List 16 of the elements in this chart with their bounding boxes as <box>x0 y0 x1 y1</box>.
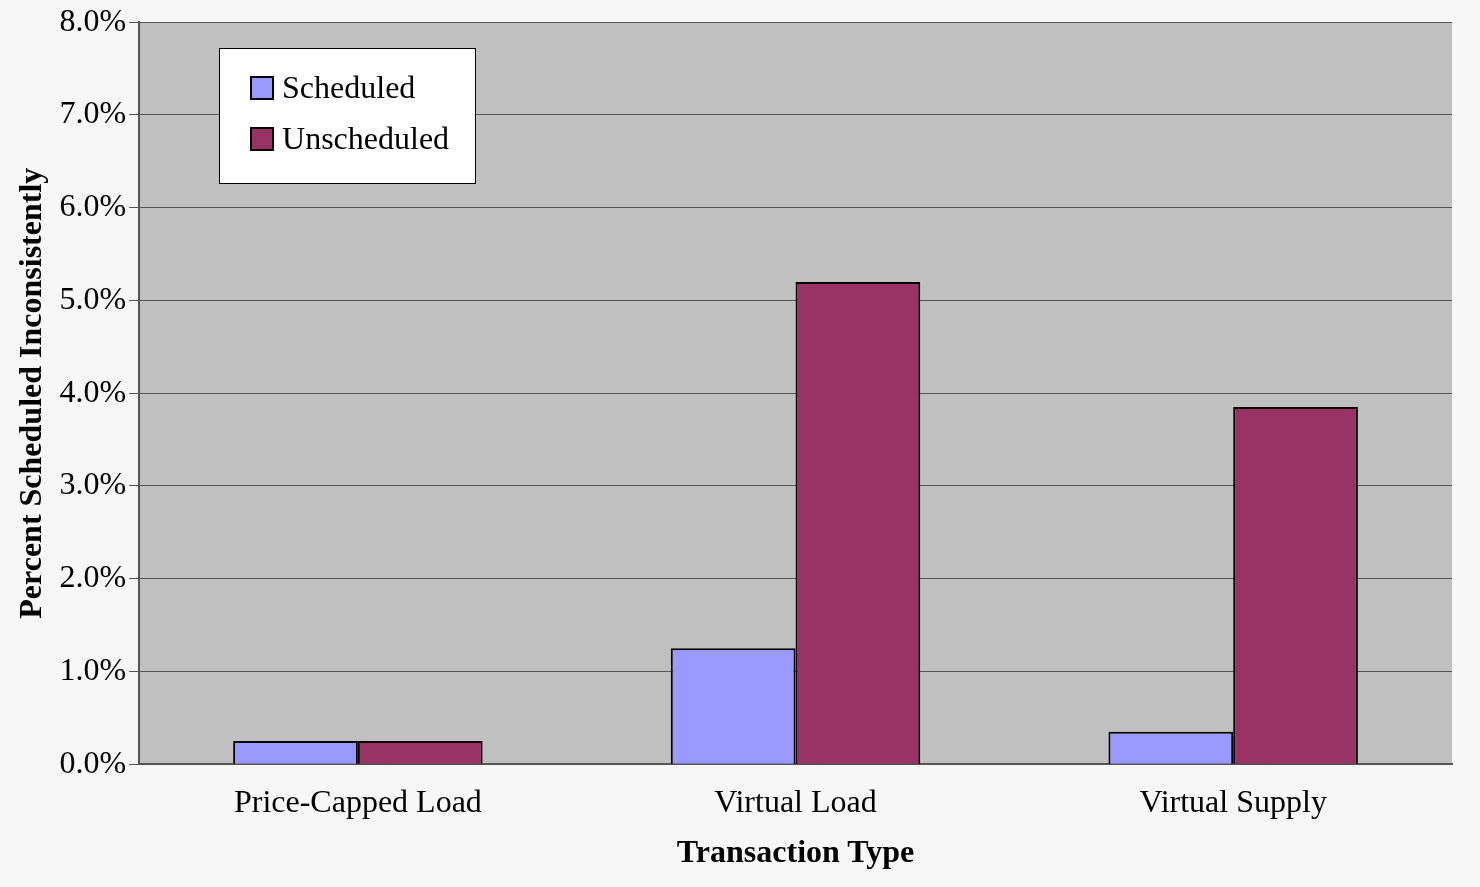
y-tick-label: 4.0% <box>59 372 127 409</box>
y-tick-label: 6.0% <box>59 187 127 224</box>
y-tick-label: 0.0% <box>59 743 127 780</box>
x-axis-title: Transaction Type <box>676 833 915 870</box>
y-tick-label: 2.0% <box>59 558 127 595</box>
x-tick-label: Virtual Supply <box>1139 782 1327 819</box>
y-tick-label: 1.0% <box>59 650 127 687</box>
legend-label: Unscheduled <box>282 120 450 158</box>
legend-label: Scheduled <box>282 69 416 107</box>
x-tick-label: Price-Capped Load <box>233 782 482 819</box>
y-axis-title: Percent Scheduled Inconsistently <box>12 167 49 619</box>
y-tick-label: 7.0% <box>59 94 127 131</box>
x-tick-label: Virtual Load <box>714 782 877 819</box>
y-tick-label: 8.0% <box>59 1 127 38</box>
y-tick-label: 5.0% <box>59 279 127 316</box>
y-tick-label: 3.0% <box>59 465 127 502</box>
